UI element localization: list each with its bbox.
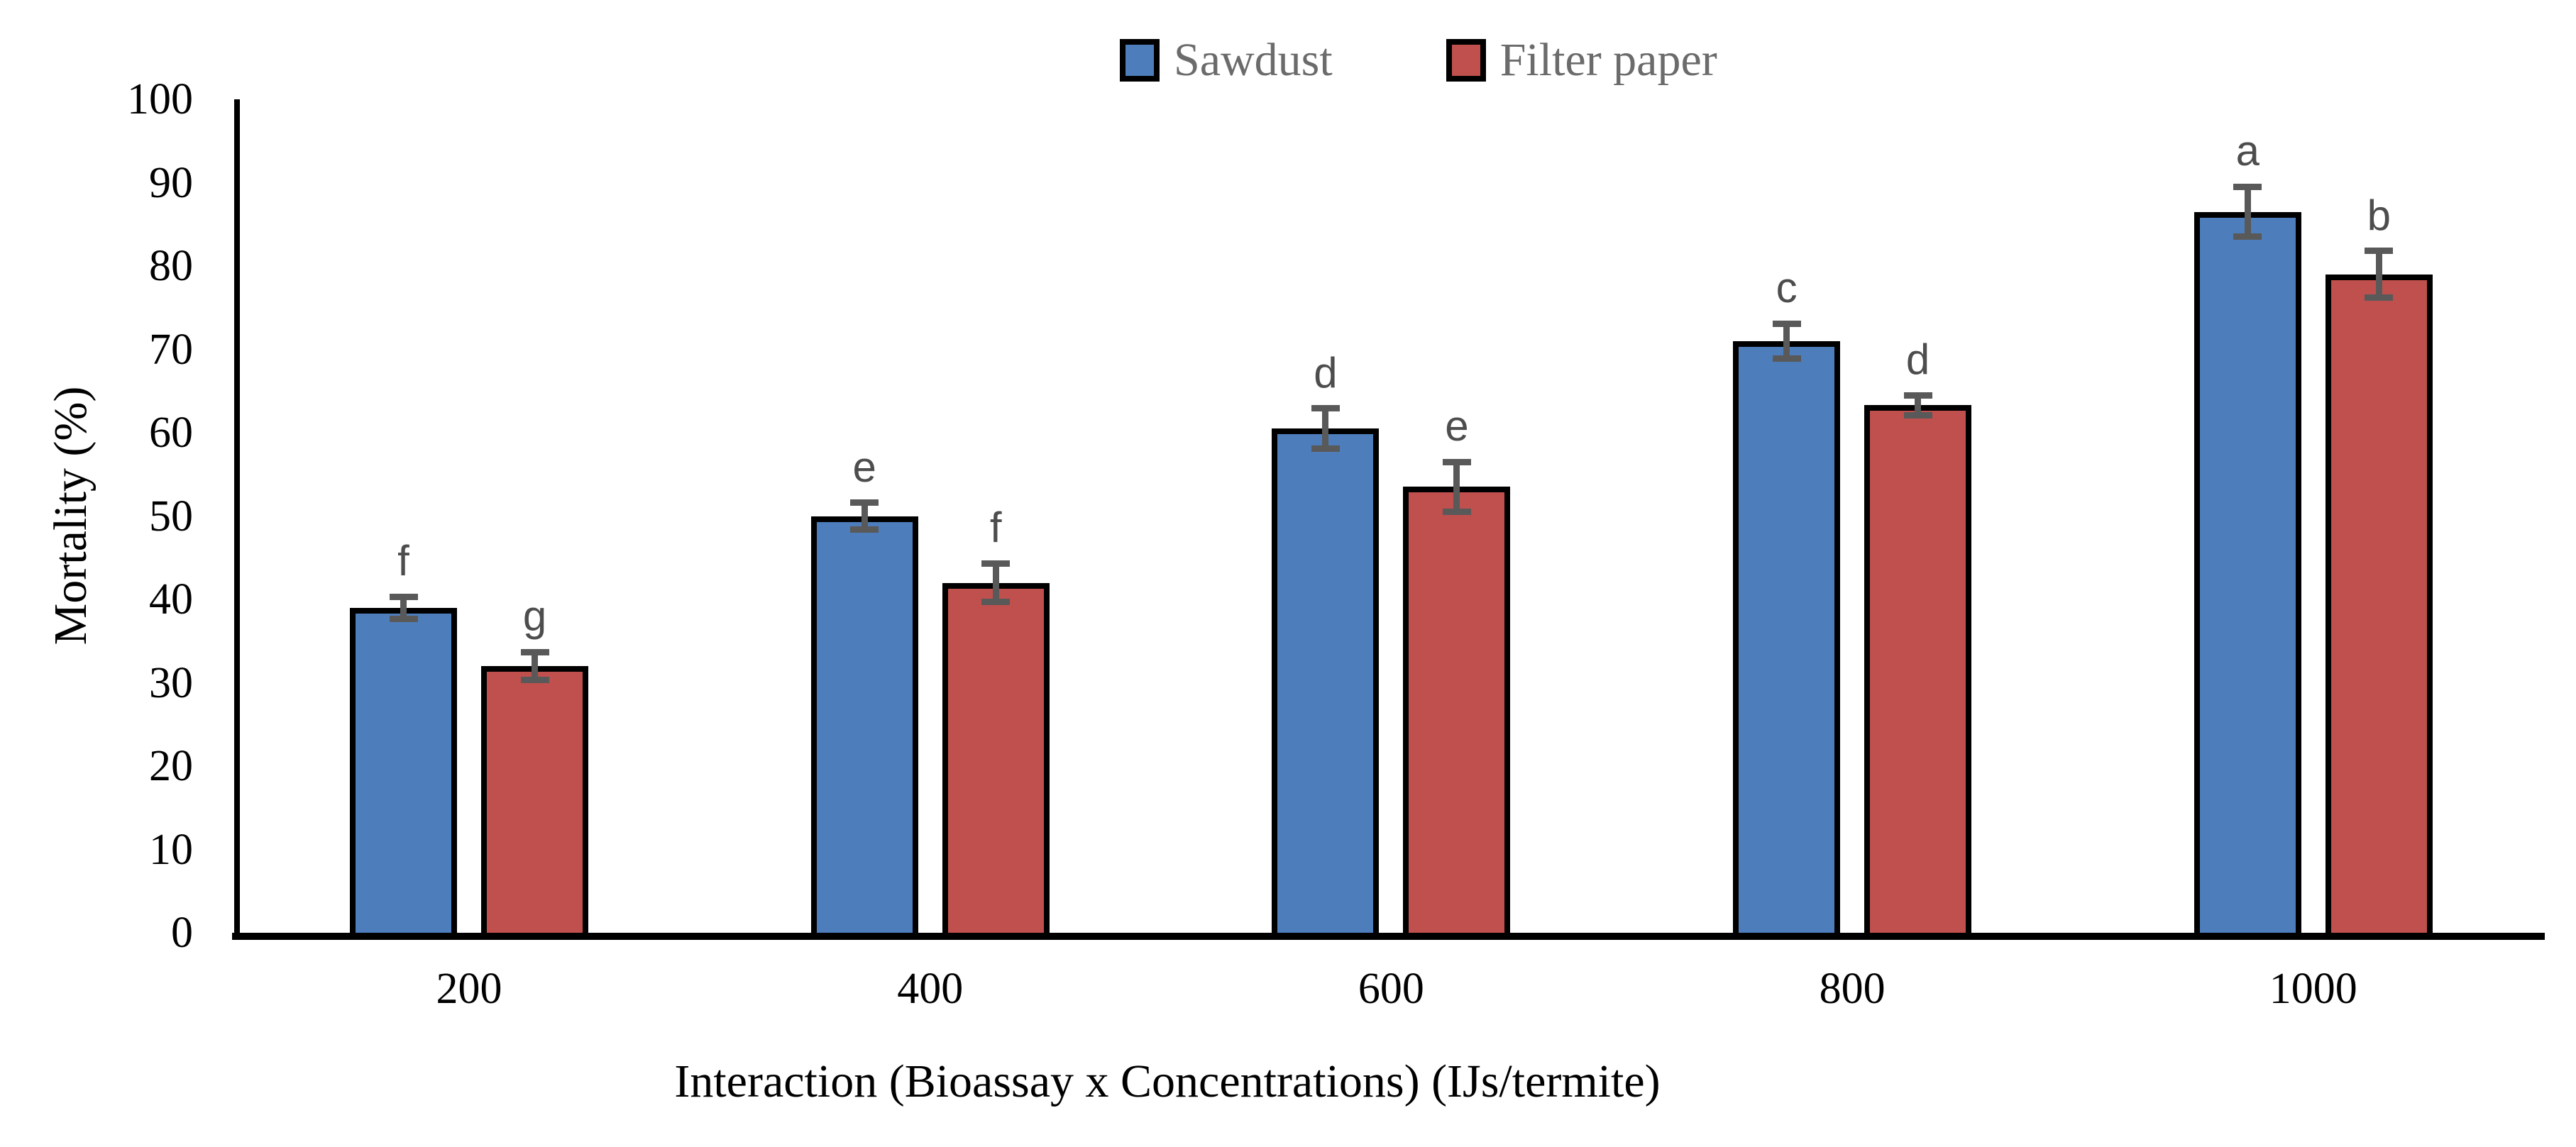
- legend-item-filter-paper: Filter paper: [1446, 37, 1717, 84]
- y-tick-label: 40: [149, 575, 193, 624]
- error-bar: [1783, 323, 1790, 359]
- error-bar-cap: [850, 526, 879, 533]
- error-bar: [992, 563, 999, 602]
- error-bar: [2244, 187, 2251, 237]
- error-bar-cap: [1903, 411, 1932, 419]
- significance-letter: e: [852, 443, 876, 491]
- y-tick-label: 10: [149, 825, 193, 874]
- x-tick-label: 600: [1358, 965, 1424, 1013]
- error-bar-cap: [389, 615, 418, 622]
- error-bar: [1322, 408, 1329, 449]
- error-bar: [861, 502, 868, 530]
- error-bar-cap: [2365, 294, 2394, 301]
- y-tick-label: 30: [149, 658, 193, 707]
- bar-filter-paper: [2325, 274, 2433, 940]
- x-tick-label: 200: [436, 965, 502, 1013]
- y-axis-line: [234, 99, 240, 940]
- x-axis-title: Interaction (Bioassay x Concentrations) …: [674, 1055, 1661, 1107]
- y-tick-label: 70: [149, 325, 193, 374]
- significance-letter: g: [522, 592, 547, 641]
- bar-sawdust: [810, 516, 918, 940]
- error-bar-cap: [1442, 509, 1471, 516]
- error-bar-cap: [1311, 445, 1340, 452]
- bar-filter-paper: [1403, 487, 1511, 940]
- significance-letter: f: [397, 537, 409, 585]
- error-bar-cap: [1442, 458, 1471, 465]
- error-bar-cap: [2233, 183, 2262, 190]
- legend-item-sawdust: Sawdust: [1120, 37, 1333, 84]
- filter-paper-swatch-icon: [1446, 39, 1486, 82]
- bar-filter-paper: [1864, 405, 1972, 940]
- error-bar: [400, 597, 407, 619]
- x-tick-label: 1000: [2269, 965, 2357, 1013]
- x-axis-line: [232, 933, 2545, 940]
- chart-legend: Sawdust Filter paper: [1120, 37, 1717, 84]
- y-tick-label: 50: [149, 492, 193, 541]
- error-bar: [1453, 462, 1460, 512]
- significance-letter: a: [2235, 127, 2259, 175]
- bar-sawdust: [1733, 340, 1841, 940]
- bar-sawdust: [1272, 428, 1380, 940]
- x-tick-label: 800: [1819, 965, 1886, 1013]
- error-bar-cap: [2233, 233, 2262, 240]
- error-bar-cap: [389, 593, 418, 600]
- error-bar: [532, 652, 538, 680]
- x-tick-label: 400: [897, 965, 964, 1013]
- error-bar-cap: [1311, 405, 1340, 412]
- error-bar-cap: [520, 677, 549, 684]
- error-bar-cap: [981, 560, 1011, 567]
- significance-letter: c: [1776, 264, 1798, 312]
- error-bar-cap: [850, 499, 879, 506]
- y-tick-label: 80: [149, 242, 193, 290]
- error-bar: [1915, 395, 1922, 416]
- bar-sawdust: [2194, 211, 2301, 940]
- significance-letter: d: [1314, 348, 1338, 397]
- error-bar-cap: [520, 648, 549, 655]
- error-bar-cap: [2365, 248, 2394, 255]
- significance-letter: f: [989, 504, 1002, 552]
- significance-letter: b: [2367, 191, 2391, 239]
- significance-letter: e: [1445, 402, 1469, 450]
- y-tick-label: 20: [149, 742, 193, 790]
- bar-filter-paper: [942, 582, 1050, 940]
- y-tick-label: 60: [149, 409, 193, 457]
- y-tick-label: 100: [127, 75, 193, 123]
- legend-label-sawdust: Sawdust: [1174, 34, 1333, 86]
- bar-filter-paper: [481, 666, 588, 940]
- y-tick-label: 90: [149, 158, 193, 207]
- error-bar-cap: [1772, 355, 1801, 362]
- y-tick-label: 0: [171, 909, 193, 957]
- significance-letter: d: [1905, 336, 1930, 384]
- sawdust-swatch-icon: [1120, 39, 1160, 82]
- error-bar-cap: [1903, 392, 1932, 399]
- error-bar: [2375, 250, 2382, 298]
- error-bar-cap: [1772, 320, 1801, 327]
- legend-label-filter-paper: Filter paper: [1499, 34, 1717, 86]
- bar-sawdust: [350, 607, 457, 940]
- error-bar-cap: [981, 599, 1011, 606]
